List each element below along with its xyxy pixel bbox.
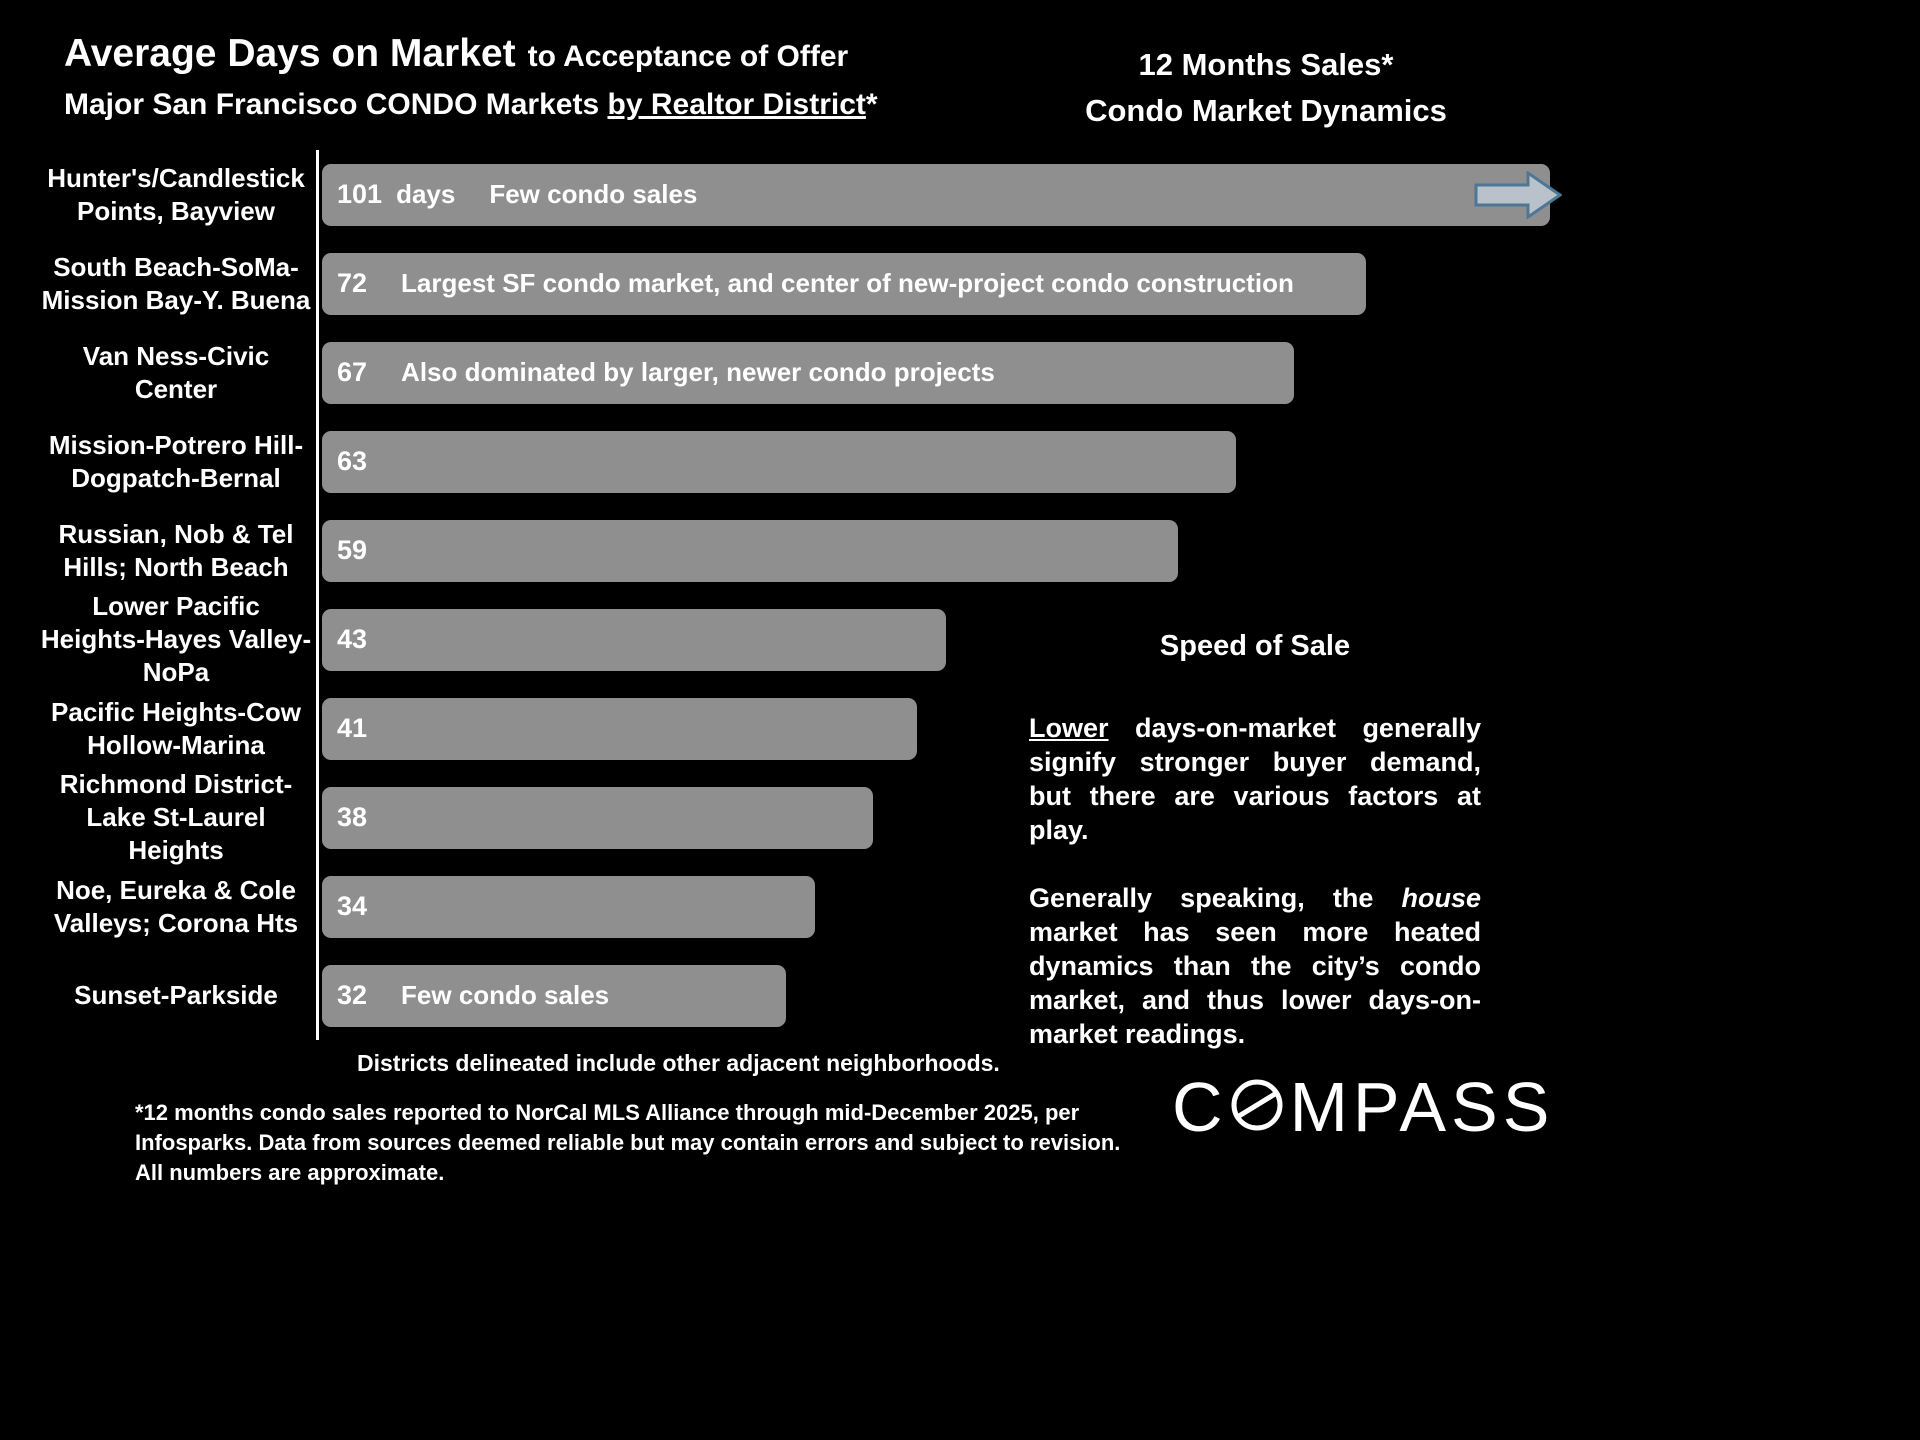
bar: 72 Largest SF condo market, and center of… [322,252,1366,315]
compass-logo: C MPASS [1172,1072,1554,1142]
bar-value: 72 [337,268,368,298]
bar-value: 43 [337,624,368,654]
title-tail: to Acceptance of Offer [527,40,849,73]
bar-track: 41 [322,697,1572,760]
category-label: South Beach-SoMa-Mission Bay-Y. Buena [41,251,311,315]
page-title: Average Days on Market to Acceptance of O… [64,32,878,76]
bar: 38 [322,786,873,849]
bar: 101 days Few condo sales [322,163,1550,226]
chart-row: Mission-Potrero Hill-Dogpatch-Bernal 63 [40,417,1572,506]
underlined-word: Lower [1029,713,1109,743]
paragraph-text: market has seen more heated dynamics tha… [1029,917,1481,1049]
bar-value: 32 [337,980,368,1010]
chart-row: South Beach-SoMa-Mission Bay-Y. Buena 72 L… [40,239,1572,328]
bar-track: 59 [322,519,1572,582]
chart-row: Hunter's/Candlestick Points, Bayview 101 d… [40,150,1572,239]
category-label: Richmond District-Lake St-Laurel Heights [59,769,293,865]
header-right-line2: Condo Market Dynamics [1085,93,1447,128]
bar-value: 59 [337,535,368,565]
subtitle-asterisk: * [865,88,878,121]
bar-track: 101 days Few condo sales [322,163,1572,226]
category-label: Russian, Nob & Tel Hills; North Beach [58,518,294,582]
logo-letters-mpass: MPASS [1289,1068,1555,1146]
bar-track: 67 Also dominated by larger, newer condo … [322,341,1572,404]
bar-value: 41 [337,713,368,743]
header-left: Average Days on Market to Acceptance of O… [64,32,878,122]
header-right-line1: 12 Months Sales* [1138,47,1394,82]
commentary-paragraph-2: Generally speaking, the house market has… [1029,881,1481,1051]
title-main: Average Days on Market [64,32,516,75]
bar-annotation: Few condo sales [401,980,610,1010]
category-label: Pacific Heights-Cow Hollow-Marina [51,696,301,760]
chart-row: Richmond District-Lake St-Laurel Heights… [40,769,1572,865]
bar-track: 34 [322,875,1572,938]
chart-row: Russian, Nob & Tel Hills; North Beach 59 [40,506,1572,595]
subtitle-prefix: Major San Francisco CONDO Markets [64,88,608,121]
bar-value: 34 [337,891,368,921]
paragraph-text: days-on-market generally signify stronge… [1029,713,1481,845]
bar: 43 [322,608,946,671]
bar-value: 67 [337,357,368,387]
commentary-heading: Speed of Sale [1159,630,1351,662]
bar-value: 101 [337,179,383,209]
bar: 32 Few condo sales [322,964,786,1027]
bar: 34 [322,875,815,938]
bar: 41 [322,697,917,760]
bar: 63 [322,430,1236,493]
italic-word: house [1401,883,1481,913]
overflow-arrow-icon [1474,170,1562,219]
bar-annotation: Also dominated by larger, newer condo pr… [401,357,995,387]
footnote-districts: Districts delineated include other adjac… [357,1050,1000,1076]
subtitle-underlined: by Realtor District [607,88,866,121]
category-label: Noe, Eureka & Cole Valleys; Corona Hts [53,874,299,938]
category-label: Van Ness-Civic Center [82,340,270,404]
page-subtitle: Major San Francisco CONDO Markets by Rea… [64,88,878,122]
chart-row: Noe, Eureka & Cole Valleys; Corona Hts 34 [40,862,1572,951]
bar-track: 72 Largest SF condo market, and center of… [322,252,1572,315]
chart-row: Van Ness-Civic Center 67 Also dominated by… [40,328,1572,417]
bar-annotation: Few condo sales [489,179,698,209]
compass-o-icon [1231,1079,1283,1131]
category-label: Lower Pacific Heights-Hayes Valley-NoPa [40,591,312,687]
paragraph-text: Generally speaking, the [1029,883,1374,913]
chart-row: Sunset-Parkside 32 Few condo sales [40,951,1572,1040]
bar-annotation: Largest SF condo market, and center of n… [401,268,1294,298]
commentary-paragraph-1: Lower days-on-market generally signify s… [1029,711,1481,847]
chart-row: Lower Pacific Heights-Hayes Valley-NoPa 4… [40,591,1572,687]
bar-chart: Hunter's/Candlestick Points, Bayview 101 d… [40,150,1572,1040]
bar-track: 38 [322,786,1572,849]
bar: 67 Also dominated by larger, newer condo … [322,341,1294,404]
chart-axis-line [316,150,319,1040]
category-label: Mission-Potrero Hill-Dogpatch-Bernal [48,429,304,493]
commentary-panel: Speed of Sale Lower days-on-market gener… [1029,630,1481,1051]
header-right: 12 Months Sales* Condo Market Dynamics [1040,42,1492,134]
bar-value: 63 [337,446,368,476]
category-label: Sunset-Parkside [74,980,278,1010]
bar-track: 32 Few condo sales [322,964,1572,1027]
chart-row: Pacific Heights-Cow Hollow-Marina 41 [40,684,1572,773]
bar-value: 38 [337,802,368,832]
category-label: Hunter's/Candlestick Points, Bayview [47,162,305,226]
logo-letter-c: C [1172,1068,1228,1146]
bar: 59 [322,519,1178,582]
footnote-disclaimer: *12 months condo sales reported to NorCa… [135,1100,1121,1185]
bar-value-unit: days [396,179,456,209]
bar-track: 43 [322,608,1572,671]
bar-track: 63 [322,430,1572,493]
